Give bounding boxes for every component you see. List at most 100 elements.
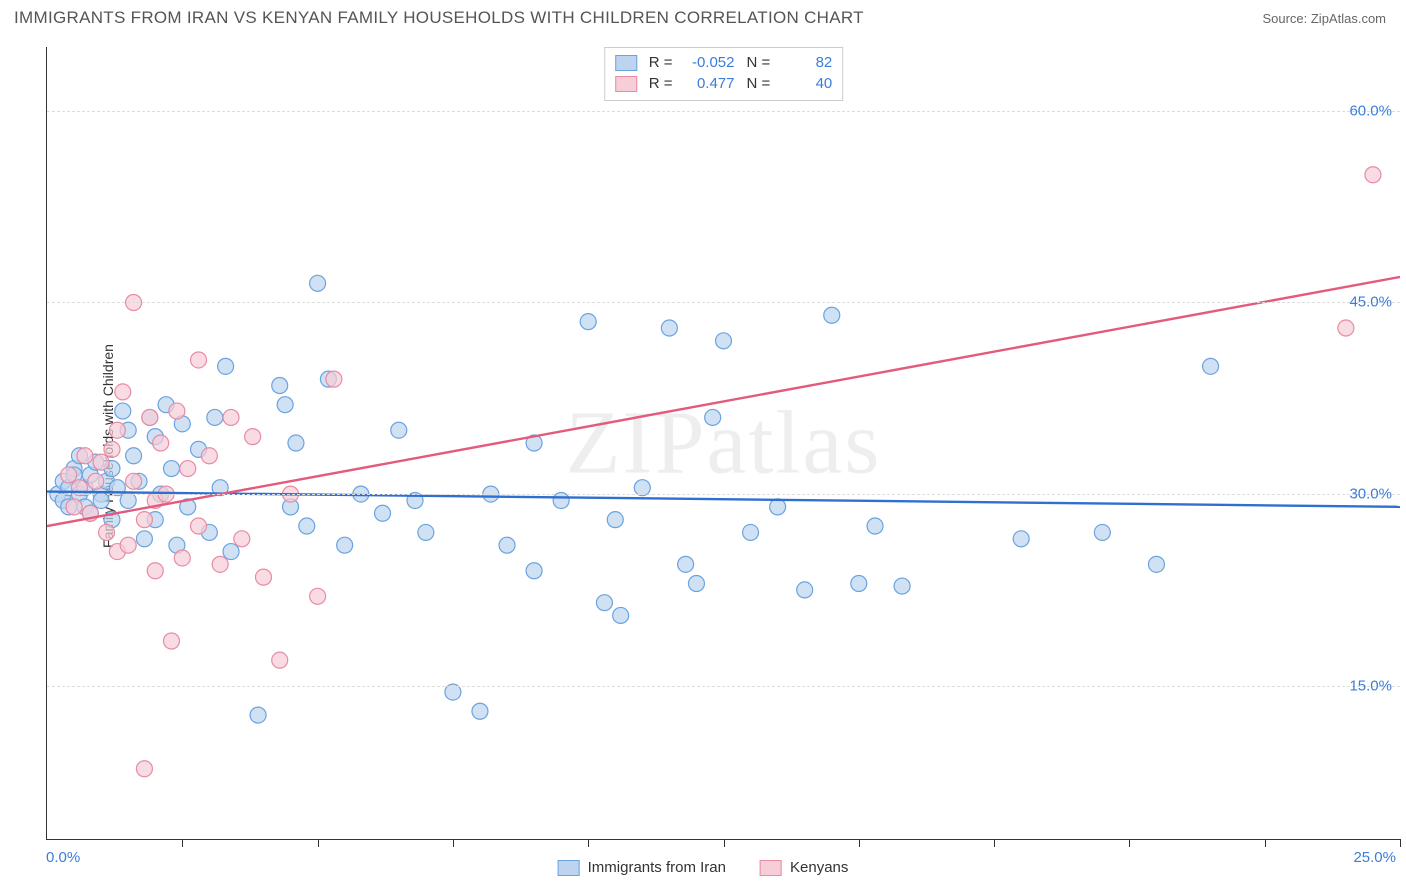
data-point <box>678 556 694 572</box>
data-point <box>136 512 152 528</box>
swatch-icon <box>615 55 637 71</box>
data-point <box>109 422 125 438</box>
x-axis-min-label: 0.0% <box>46 849 80 866</box>
data-point <box>77 448 93 464</box>
data-point <box>163 461 179 477</box>
data-point <box>126 448 142 464</box>
stats-row: R = 0.477 N = 40 <box>615 73 833 94</box>
swatch-icon <box>760 860 782 876</box>
data-point <box>688 576 704 592</box>
r-label: R = <box>649 73 673 94</box>
x-tick <box>994 839 995 847</box>
x-tick <box>724 839 725 847</box>
x-tick <box>1129 839 1130 847</box>
y-tick-label: 60.0% <box>1349 102 1392 119</box>
x-tick <box>453 839 454 847</box>
data-point <box>126 473 142 489</box>
x-tick <box>1265 839 1266 847</box>
data-point <box>375 505 391 521</box>
data-point <box>115 384 131 400</box>
data-point <box>299 518 315 534</box>
source-label: Source: ZipAtlas.com <box>1262 11 1386 26</box>
data-point <box>1365 167 1381 183</box>
data-point <box>661 320 677 336</box>
data-point <box>163 633 179 649</box>
x-axis-max-label: 25.0% <box>1353 849 1396 866</box>
data-point <box>716 333 732 349</box>
data-point <box>61 467 77 483</box>
data-point <box>207 409 223 425</box>
data-point <box>326 371 342 387</box>
data-point <box>526 563 542 579</box>
data-point <box>391 422 407 438</box>
data-point <box>705 409 721 425</box>
legend-item: Immigrants from Iran <box>558 859 726 876</box>
x-tick <box>588 839 589 847</box>
legend-label: Kenyans <box>790 859 848 876</box>
data-point <box>272 378 288 394</box>
legend-item: Kenyans <box>760 859 848 876</box>
data-point <box>472 703 488 719</box>
data-point <box>310 275 326 291</box>
data-point <box>169 403 185 419</box>
data-point <box>894 578 910 594</box>
data-point <box>180 461 196 477</box>
n-label: N = <box>747 73 771 94</box>
data-point <box>580 314 596 330</box>
y-tick-label: 15.0% <box>1349 677 1392 694</box>
data-point <box>120 537 136 553</box>
n-value: 40 <box>778 73 832 94</box>
x-tick <box>182 839 183 847</box>
x-tick <box>318 839 319 847</box>
data-point <box>223 544 239 560</box>
gridline <box>47 686 1400 687</box>
data-point <box>115 403 131 419</box>
data-point <box>250 707 266 723</box>
stats-row: R = -0.052 N = 82 <box>615 52 833 73</box>
scatter-svg <box>47 47 1400 839</box>
gridline <box>47 494 1400 495</box>
data-point <box>153 435 169 451</box>
data-point <box>88 473 104 489</box>
chart-title: IMMIGRANTS FROM IRAN VS KENYAN FAMILY HO… <box>14 8 864 28</box>
data-point <box>255 569 271 585</box>
data-point <box>867 518 883 534</box>
stats-legend: R = -0.052 N = 82 R = 0.477 N = 40 <box>604 47 844 101</box>
n-value: 82 <box>778 52 832 73</box>
legend-label: Immigrants from Iran <box>588 859 726 876</box>
data-point <box>212 556 228 572</box>
n-label: N = <box>747 52 771 73</box>
r-label: R = <box>649 52 673 73</box>
data-point <box>607 512 623 528</box>
data-point <box>201 448 217 464</box>
data-point <box>234 531 250 547</box>
gridline <box>47 111 1400 112</box>
gridline <box>47 302 1400 303</box>
data-point <box>66 499 82 515</box>
chart-plot-area: ZIPatlas R = -0.052 N = 82 R = 0.477 N =… <box>46 47 1400 840</box>
data-point <box>851 576 867 592</box>
data-point <box>1094 524 1110 540</box>
data-point <box>596 595 612 611</box>
bottom-legend: Immigrants from Iran Kenyans <box>558 859 849 876</box>
r-value: 0.477 <box>681 73 735 94</box>
data-point <box>1013 531 1029 547</box>
data-point <box>797 582 813 598</box>
data-point <box>99 524 115 540</box>
data-point <box>147 563 163 579</box>
swatch-icon <box>558 860 580 876</box>
data-point <box>743 524 759 540</box>
data-point <box>288 435 304 451</box>
swatch-icon <box>615 76 637 92</box>
data-point <box>1203 358 1219 374</box>
data-point <box>499 537 515 553</box>
r-value: -0.052 <box>681 52 735 73</box>
data-point <box>337 537 353 553</box>
y-tick-label: 30.0% <box>1349 486 1392 503</box>
data-point <box>1338 320 1354 336</box>
data-point <box>613 607 629 623</box>
x-tick <box>859 839 860 847</box>
data-point <box>770 499 786 515</box>
data-point <box>174 550 190 566</box>
data-point <box>245 429 261 445</box>
